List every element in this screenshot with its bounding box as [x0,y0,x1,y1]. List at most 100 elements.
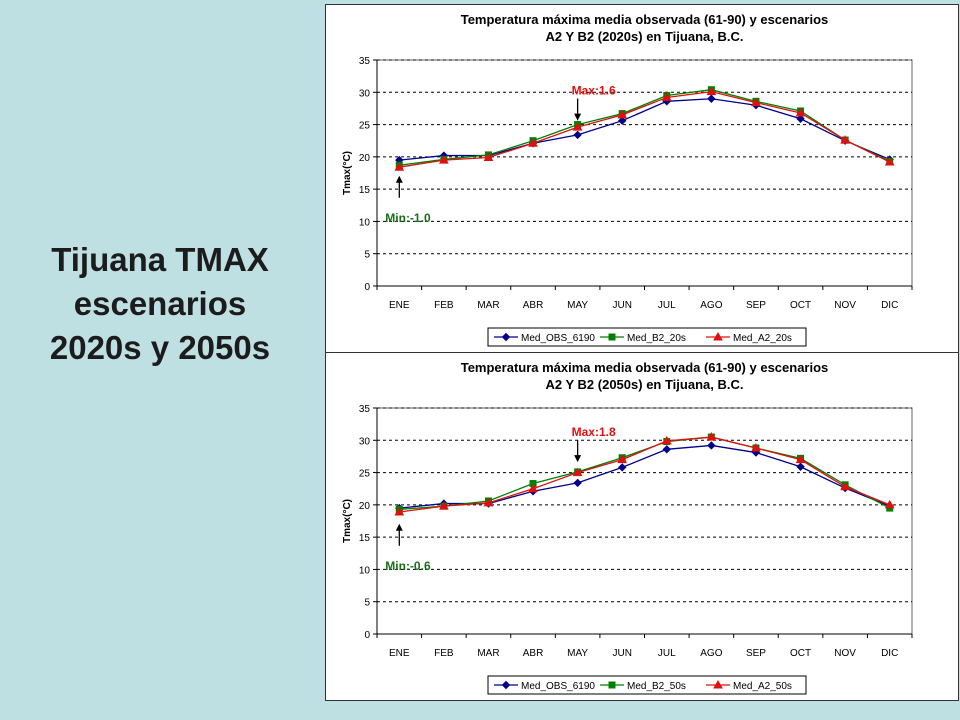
legend-marker [608,333,616,341]
chart-2050s: Temperatura máxima media observada (61-9… [342,360,913,695]
series-line [399,89,890,166]
legend-label: Med_A2_20s [733,333,792,344]
x-tick-label: DIC [881,648,898,659]
legend-label: Med_B2_50s [627,681,686,692]
annotation-arrowhead [574,113,582,121]
x-tick-label: FEB [434,648,454,659]
data-point [751,443,761,452]
y-tick-label: 25 [359,469,371,480]
y-tick-label: 15 [359,533,371,544]
slide-title-line: 2020s y 2050s [49,329,271,366]
data-point [394,506,405,516]
data-point [572,467,583,477]
legend-marker [501,332,511,342]
series-2 [394,86,895,171]
y-tick-label: 20 [359,501,371,512]
y-tick-label: 35 [359,56,371,67]
data-point [528,483,538,493]
data-point [795,107,806,117]
data-point [618,463,627,472]
y-axis-label: Tmax(°C) [342,499,353,543]
x-tick-label: FEB [434,300,454,311]
data-point [439,155,449,164]
data-point [528,138,538,147]
y-tick-label: 10 [359,565,371,576]
legend-label: Med_A2_50s [733,681,792,692]
data-point [439,501,449,510]
x-tick-label: ENE [389,648,410,659]
plot-area [376,407,913,635]
x-tick-label: ABR [523,648,544,659]
annotation-max: Max:1.8 [572,425,616,439]
data-point [662,445,671,454]
data-point [573,130,582,140]
data-point [617,109,628,119]
legend-marker [713,679,723,689]
data-point [618,116,627,125]
plot-area [376,59,913,287]
y-tick-label: 5 [364,598,370,609]
chart-title: Temperatura máxima media observada (61-9… [461,12,829,27]
data-point [707,94,716,103]
chart-2020s: Temperatura máxima media observada (61-9… [342,12,913,347]
data-point [617,454,628,464]
chart-panel-2050s: Temperatura máxima media observada (61-9… [325,352,959,701]
x-tick-label: MAR [477,300,499,311]
series-line [399,436,890,513]
y-tick-label: 15 [359,185,371,196]
legend-marker [608,681,616,689]
y-axis-label: Tmax(°C) [342,151,353,195]
x-tick-label: JUL [658,648,676,659]
legend-marker [501,680,511,690]
x-tick-label: ABR [523,300,544,311]
chart-subtitle: A2 Y B2 (2050s) en Tijuana, B.C. [546,377,744,392]
legend: Med_OBS_6190 Med_B2_50s Med_A2_50s [487,675,807,695]
x-tick-label: NOV [834,648,856,659]
chart-title: Temperatura máxima media observada (61-9… [461,360,829,375]
legend: Med_OBS_6190 Med_B2_20s Med_A2_20s [487,327,807,347]
annotation-arrowhead [395,523,403,531]
data-point [795,454,806,464]
x-tick-label: AGO [700,648,722,659]
chart-subtitle: A2 Y B2 (2020s) en Tijuana, B.C. [546,29,744,44]
slide-title-line: Tijuana TMAX [51,241,269,278]
x-tick-label: MAY [567,300,588,311]
data-point [661,92,672,101]
x-tick-label: ENE [389,300,410,311]
legend-marker [713,331,723,341]
x-tick-label: OCT [790,648,811,659]
legend-box [487,675,807,695]
x-tick-label: MAR [477,648,499,659]
annotation-min: Min:-0.6 [385,559,431,573]
legend-label: Med_OBS_6190 [521,333,595,344]
y-tick-label: 30 [359,88,371,99]
data-point [573,478,582,488]
slide-title-line: escenarios [73,285,247,322]
data-point [483,497,494,507]
x-tick-label: SEP [746,300,766,311]
data-point [751,97,761,107]
x-tick-label: DIC [881,300,898,311]
series-line [399,90,890,168]
data-point [840,135,850,144]
data-point [706,86,717,96]
data-point [840,481,850,491]
y-tick-label: 20 [359,153,371,164]
x-tick-label: NOV [834,300,856,311]
x-tick-label: AGO [700,300,722,311]
y-tick-label: 25 [359,121,371,132]
series-2 [394,432,895,516]
y-tick-label: 5 [364,250,370,261]
x-tick-label: JUN [612,648,631,659]
data-point [884,157,895,166]
data-point [572,122,583,131]
x-tick-label: JUL [658,300,676,311]
annotation-max: Max:1.6 [572,84,616,98]
annotation-min: Min:-1.0 [385,211,431,225]
x-tick-label: JUN [612,300,631,311]
x-tick-label: SEP [746,648,766,659]
chart-panel-2020s: Temperatura máxima media observada (61-9… [325,4,959,353]
data-point [661,435,672,445]
slide-title: Tijuana TMAX escenarios 2020s y 2050s [20,238,300,370]
data-point [706,432,717,441]
